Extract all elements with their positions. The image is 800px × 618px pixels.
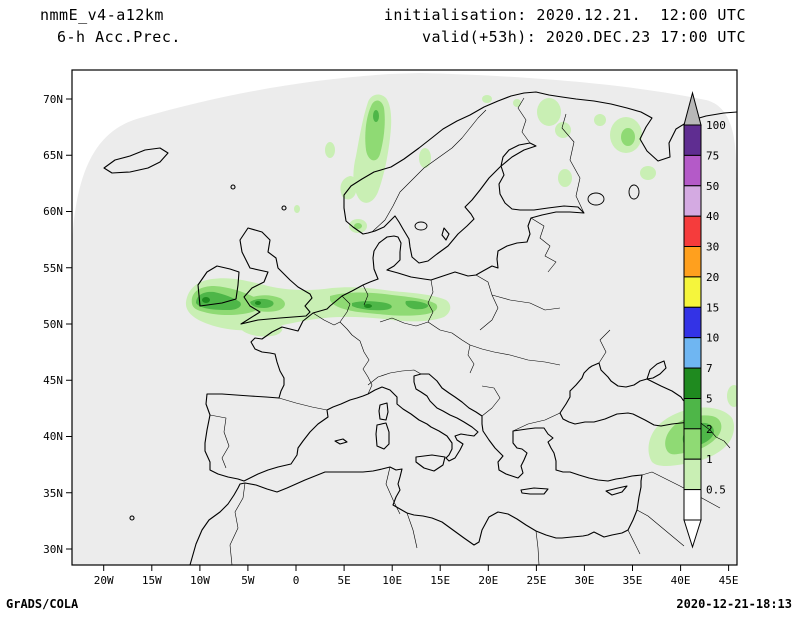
product-subtitle: 6-h Acc.Prec.: [57, 28, 181, 46]
colorbar-label: 50: [706, 180, 719, 193]
lake-vanern: [414, 221, 428, 231]
colorbar-segment: [683, 306, 702, 339]
x-tick-label: 5E: [337, 574, 350, 587]
shetland-islands: [281, 205, 287, 211]
coastlines: [103, 91, 737, 565]
coastline-great-britain: [239, 227, 313, 325]
x-tick-label: 45E: [719, 574, 739, 587]
y-tick-label: 55N: [43, 262, 63, 275]
colorbar-segment: [683, 124, 702, 156]
coastline-sardinia: [375, 422, 390, 450]
precip-level-dark: [202, 297, 372, 308]
coastline-cyprus: [605, 485, 628, 496]
y-tick-label: 35N: [43, 487, 63, 500]
coastline-crete: [520, 487, 549, 495]
colorbar-label: 1: [706, 453, 713, 466]
y-tick-label: 60N: [43, 205, 63, 218]
colorbar-segment: [683, 154, 702, 187]
lake-onega: [628, 184, 640, 200]
coastline-mallorca: [334, 438, 348, 445]
y-tick-label: 65N: [43, 149, 63, 162]
colorbar-segment: [683, 246, 702, 278]
colorbar-label: 15: [706, 301, 719, 314]
creation-timestamp: 2020-12-21-18:13: [676, 597, 792, 611]
colorbar-arrow-bottom: [683, 519, 702, 549]
lake-ladoga: [587, 192, 605, 206]
coastline-corsica: [378, 402, 389, 421]
colorbar-label: 75: [706, 149, 719, 162]
y-tick-label: 50N: [43, 318, 63, 331]
colorbar-label: 2: [706, 423, 713, 436]
precip-level-mid: [196, 110, 714, 447]
x-tick-label: 10E: [382, 574, 402, 587]
y-tick-label: 70N: [43, 93, 63, 106]
faroe-islands: [230, 184, 236, 190]
x-tick-label: 40E: [671, 574, 691, 587]
colorbar-label: 100: [706, 119, 726, 132]
colorbar-segment: [683, 185, 702, 217]
colorbar-label: 7: [706, 362, 713, 375]
coastline-denmark: [372, 235, 402, 280]
coastline-azov-sea: [646, 360, 667, 380]
y-tick-label: 45N: [43, 374, 63, 387]
x-tick-label: 10W: [190, 574, 210, 587]
x-tick-label: 0: [293, 574, 300, 587]
colorbar-segment: [683, 428, 702, 460]
colorbar-label: 20: [706, 271, 719, 284]
y-tick-label: 30N: [43, 543, 63, 556]
x-tick-label: 20E: [478, 574, 498, 587]
x-tick-label: 25E: [526, 574, 546, 587]
init-time-label: initialisation: 2020.12.21. 12:00 UTC: [384, 6, 746, 24]
coastline-sicily: [415, 454, 446, 472]
y-tick-label: 40N: [43, 430, 63, 443]
country-borders: [209, 97, 731, 565]
coastline-gotland: [441, 227, 450, 241]
madeira-island: [129, 515, 135, 521]
map-canvas: [72, 73, 737, 565]
x-tick-label: 20W: [94, 574, 114, 587]
coastline-scandinavia-baltic: [343, 91, 737, 281]
y-axis: [66, 98, 72, 550]
colorbar: 100 75 50 40 30 20 15 10 7 5 2 1 0.5: [683, 91, 726, 549]
colorbar-segment: [683, 276, 702, 308]
colorbar-segment: [683, 215, 702, 248]
x-tick-label: 15W: [142, 574, 162, 587]
x-tick-label: 35E: [623, 574, 643, 587]
x-axis-labels: 20W 15W 10W 5W 0 5E 10E 15E 20E 25E 30E …: [94, 574, 739, 587]
grads-credit-label: GrADS/COLA: [6, 597, 79, 611]
y-axis-labels: 70N 65N 60N 55N 50N 45N 40N 35N 30N: [43, 93, 63, 556]
colorbar-segment: [683, 337, 702, 369]
coastline-ireland: [197, 265, 240, 307]
colorbar-segment: [683, 367, 702, 400]
valid-time-label: valid(+53h): 2020.DEC.23 17:00 UTC: [422, 28, 746, 46]
colorbar-label: 10: [706, 332, 719, 345]
coastline-iceland: [103, 147, 169, 174]
coastline-mainland-europe: [189, 278, 643, 565]
colorbar-segment: [683, 458, 702, 491]
x-axis: [103, 565, 730, 571]
colorbar-segment: [683, 489, 702, 521]
model-title: nmmE_v4-a12km: [40, 6, 164, 24]
colorbar-label: 0.5: [706, 484, 726, 497]
colorbar-labels: 100 75 50 40 30 20 15 10 7 5 2 1 0.5: [706, 119, 726, 497]
colorbar-label: 5: [706, 393, 713, 406]
plot-frame: [71, 69, 738, 566]
colorbar-segment: [683, 398, 702, 430]
x-tick-label: 30E: [574, 574, 594, 587]
x-tick-label: 5W: [241, 574, 255, 587]
colorbar-label: 40: [706, 210, 719, 223]
colorbar-label: 30: [706, 241, 719, 254]
x-tick-label: 15E: [430, 574, 450, 587]
